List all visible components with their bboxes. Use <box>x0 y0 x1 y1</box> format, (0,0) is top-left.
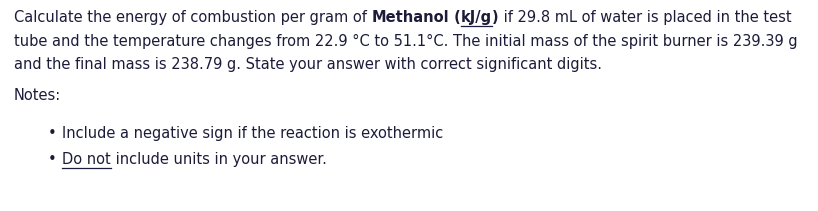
Text: Notes:: Notes: <box>14 88 61 103</box>
Text: •: • <box>48 126 56 141</box>
Text: include units in your answer.: include units in your answer. <box>110 152 326 167</box>
Text: tube and the temperature changes from 22.9 °C to 51.1°C. The initial mass of the: tube and the temperature changes from 22… <box>14 34 798 49</box>
Text: (: ( <box>449 10 461 25</box>
Text: Calculate the energy of combustion per gram of: Calculate the energy of combustion per g… <box>14 10 371 25</box>
Text: Methanol: Methanol <box>371 10 449 25</box>
Text: if 29.8 mL of water is placed in the test: if 29.8 mL of water is placed in the tes… <box>499 10 791 25</box>
Text: Do not: Do not <box>62 152 110 167</box>
Text: •: • <box>48 152 56 167</box>
Text: Include a negative sign if the reaction is exothermic: Include a negative sign if the reaction … <box>62 126 443 141</box>
Text: kJ/g: kJ/g <box>461 10 492 25</box>
Text: and the final mass is 238.79 g. State your answer with correct significant digit: and the final mass is 238.79 g. State yo… <box>14 57 602 72</box>
Text: ): ) <box>492 10 499 25</box>
